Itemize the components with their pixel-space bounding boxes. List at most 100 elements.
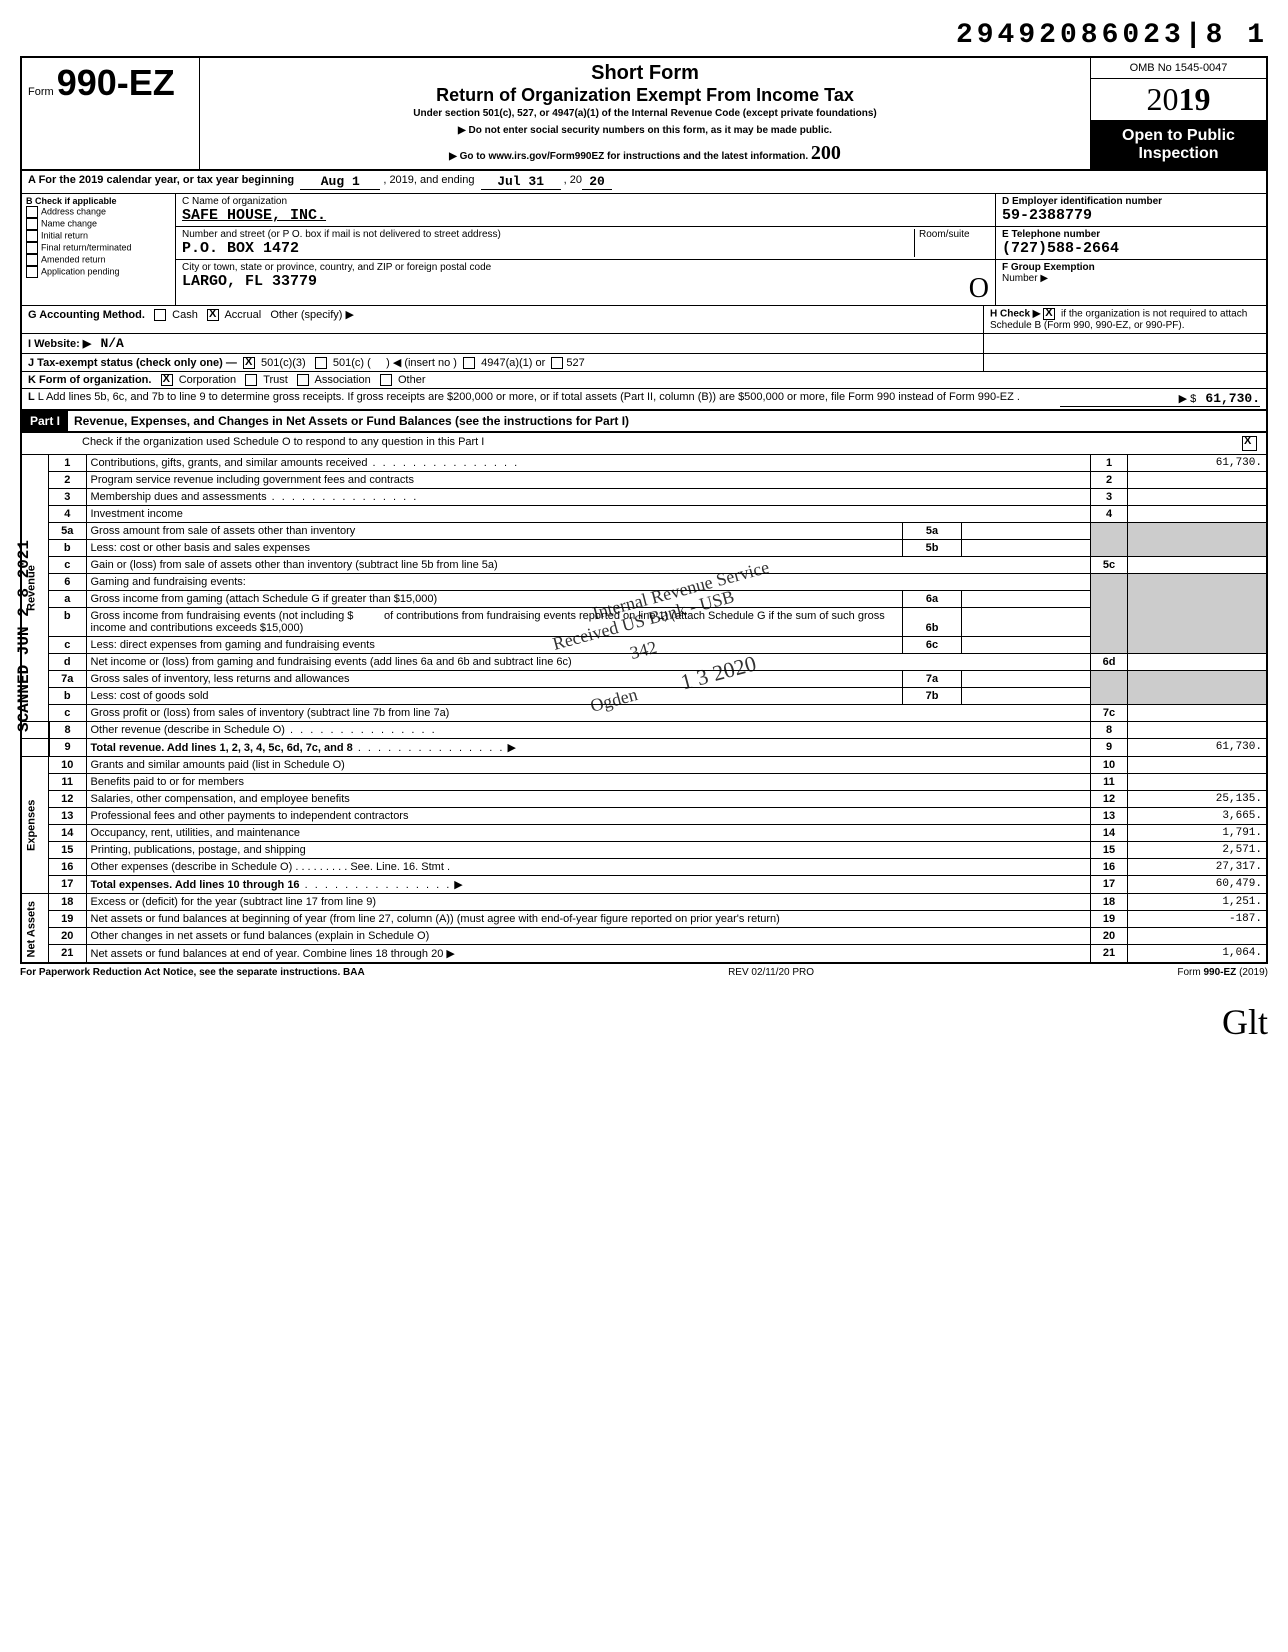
line-9: 9 Total revenue. Add lines 1, 2, 3, 4, 5… [21, 739, 1267, 757]
line-12-val: 25,135. [1128, 791, 1268, 808]
cb-4947[interactable] [463, 357, 475, 369]
e-phone-row: E Telephone number (727)588-2664 [996, 227, 1266, 260]
line-10-val [1128, 757, 1268, 774]
line-13-desc: Professional fees and other payments to … [91, 810, 409, 822]
line-5b-desc: Less: cost or other basis and sales expe… [91, 542, 311, 554]
line-15: 15 Printing, publications, postage, and … [21, 842, 1267, 859]
line-15-box: 15 [1091, 842, 1128, 859]
handwritten-mark: O [969, 273, 989, 305]
cb-name-change[interactable] [26, 218, 38, 230]
line-4-val [1128, 506, 1268, 523]
e-label: E Telephone number [1002, 229, 1100, 240]
line-18-box: 18 [1091, 894, 1128, 911]
cb-amended-return[interactable] [26, 254, 38, 266]
line-16-desc: Other expenses (describe in Schedule O) … [91, 861, 451, 873]
cb-trust[interactable] [245, 374, 257, 386]
open-to-public: Open to Public Inspection [1091, 121, 1266, 169]
i-website: I Website: ▶ N/A [22, 334, 983, 353]
line-7c-val [1128, 705, 1268, 722]
line-11-box: 11 [1091, 774, 1128, 791]
line-21-box: 21 [1091, 945, 1128, 964]
year-bold: 19 [1179, 81, 1211, 117]
c-city-row: City or town, state or province, country… [176, 260, 995, 292]
line-20-val [1128, 928, 1268, 945]
phone-value: (727)588-2664 [1002, 240, 1119, 257]
line-19-val: -187. [1128, 911, 1268, 928]
b-item-4: Amended return [41, 254, 106, 264]
line-3-num: 3 [49, 489, 87, 506]
g-other: Other (specify) ▶ [270, 309, 354, 321]
j-501c: 501(c) ( [333, 357, 371, 369]
website-instruction: ▶ Go to www.irs.gov/Form990EZ for instru… [206, 142, 1084, 165]
line-14-val: 1,791. [1128, 825, 1268, 842]
line-6b: b Gross income from fundraising events (… [21, 608, 1267, 637]
b-item-0: Address change [41, 206, 106, 216]
line-3-val [1128, 489, 1268, 506]
line-6a-num: a [49, 591, 87, 608]
line-1-box: 1 [1091, 455, 1128, 472]
omb-number: OMB No 1545-0047 [1091, 58, 1266, 79]
cb-corporation[interactable] [161, 374, 173, 386]
part1-header-row: Part I Revenue, Expenses, and Changes in… [20, 411, 1268, 433]
cb-501c3[interactable] [243, 357, 255, 369]
k-corp: Corporation [179, 374, 236, 386]
line-2-box: 2 [1091, 472, 1128, 489]
f-number-label: Number ▶ [1002, 273, 1048, 284]
line-13-num: 13 [49, 808, 87, 825]
line-4-desc: Investment income [91, 508, 183, 520]
cb-application-pending[interactable] [26, 266, 38, 278]
line-4-num: 4 [49, 506, 87, 523]
line-11-num: 11 [49, 774, 87, 791]
cb-schedule-b[interactable] [1043, 308, 1055, 320]
cb-schedule-o[interactable] [1242, 436, 1257, 451]
line-5a-desc: Gross amount from sale of assets other t… [91, 525, 356, 537]
line-5b: b Less: cost or other basis and sales ex… [21, 540, 1267, 557]
cb-address-change[interactable] [26, 206, 38, 218]
shaded-6-val [1128, 574, 1268, 654]
cb-501c[interactable] [315, 357, 327, 369]
cb-accrual[interactable] [207, 309, 219, 321]
b-item-5: Application pending [41, 266, 120, 276]
line-6c-box: 6c [903, 637, 962, 654]
cb-cash[interactable] [154, 309, 166, 321]
org-address: P.O. BOX 1472 [182, 240, 299, 257]
org-right: D Employer identification number 59-2388… [996, 194, 1266, 305]
open-public-line2: Inspection [1093, 145, 1264, 163]
c-city-label: City or town, state or province, country… [182, 262, 491, 273]
j-insert: ◀ (insert no ) [393, 357, 457, 369]
row-a-mid: , 2019, and ending [383, 174, 474, 190]
cb-other-org[interactable] [380, 374, 392, 386]
cb-initial-return[interactable] [26, 230, 38, 242]
column-cdef: C Name of organization SAFE HOUSE, INC. … [176, 194, 1266, 305]
cb-final-return[interactable] [26, 242, 38, 254]
line-7a-desc: Gross sales of inventory, less returns a… [91, 673, 350, 685]
room-suite-label: Room/suite [914, 229, 989, 257]
line-9-desc: Total revenue. Add lines 1, 2, 3, 4, 5c,… [91, 742, 353, 754]
line-19-box: 19 [1091, 911, 1128, 928]
cb-association[interactable] [297, 374, 309, 386]
line-17-desc: Total expenses. Add lines 10 through 16 [91, 879, 300, 891]
h-schedule-b: H Check ▶ if the organization is not req… [983, 306, 1266, 333]
line-12-box: 12 [1091, 791, 1128, 808]
line-9-num: 9 [49, 739, 87, 757]
line-11-val [1128, 774, 1268, 791]
section-bcdef: B Check if applicable Address change Nam… [20, 194, 1268, 306]
f-label: F Group Exemption [1002, 262, 1095, 273]
line-6d: d Net income or (loss) from gaming and f… [21, 654, 1267, 671]
cb-527[interactable] [551, 357, 563, 369]
line-6b-num: b [49, 608, 87, 637]
line-19: 19 Net assets or fund balances at beginn… [21, 911, 1267, 928]
c-addr-label: Number and street (or P O. box if mail i… [182, 229, 501, 240]
k-other: Other [398, 374, 426, 386]
row-a-endyear-label: , 20 [564, 174, 582, 190]
g-label: G Accounting Method. [28, 309, 145, 321]
website-value: N/A [100, 336, 123, 351]
line-7b-num: b [49, 688, 87, 705]
shaded-7-val [1128, 671, 1268, 705]
line-15-val: 2,571. [1128, 842, 1268, 859]
line-17-num: 17 [49, 876, 87, 894]
line-5c-val [1128, 557, 1268, 574]
line-6: 6 Gaming and fundraising events: [21, 574, 1267, 591]
line-7c-box: 7c [1091, 705, 1128, 722]
line-8-val [1128, 722, 1268, 739]
